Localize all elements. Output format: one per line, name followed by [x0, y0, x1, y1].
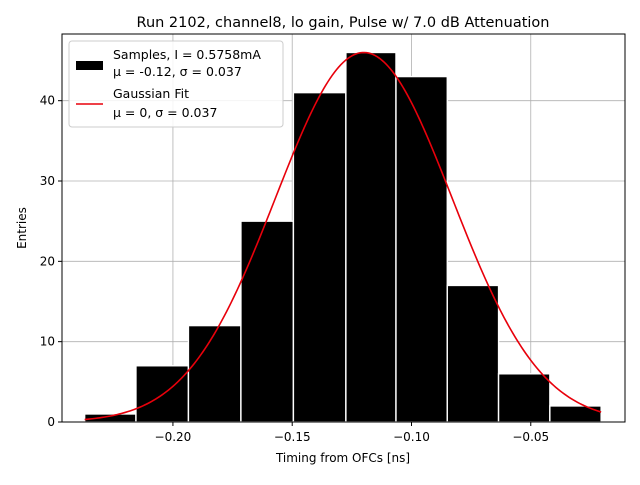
plot-frame	[61, 33, 626, 423]
x-axis-label: Timing from OFCs [ns]	[275, 451, 410, 465]
histogram-bar-7	[446, 284, 500, 423]
legend: Samples, I = 0.5758mA μ = -0.12, σ = 0.0…	[68, 40, 284, 128]
y-tick-label-3: 30	[40, 174, 55, 188]
gaussian-fit	[84, 51, 602, 421]
x-tick-label-1: −0.15	[274, 430, 311, 444]
histogram-bar-4	[292, 91, 347, 423]
legend-stats-samples: μ = -0.12, σ = 0.037	[113, 64, 242, 79]
y-tick-label-0: 0	[47, 415, 55, 429]
histogram-bar-6	[395, 75, 448, 423]
axis-ticks: −0.20 −0.15 −0.10 −0.05 0 10 20 30 40	[40, 94, 549, 444]
histogram-bar-5	[345, 51, 397, 423]
chart-title: Run 2102, channel8, lo gain, Pulse w/ 7.…	[137, 15, 550, 31]
legend-swatch-samples	[76, 61, 103, 70]
x-tick-label-3: −0.05	[512, 430, 549, 444]
y-axis-label: Entries	[15, 207, 29, 249]
legend-box	[68, 40, 284, 128]
gaussian-fit-curve	[84, 51, 602, 421]
histogram-bar-8	[497, 373, 551, 423]
histogram-bars	[83, 51, 602, 423]
x-tick-label-2: −0.10	[393, 430, 430, 444]
y-tick-label-4: 40	[40, 94, 55, 108]
legend-stats-fit: μ = 0, σ = 0.037	[113, 105, 217, 120]
histogram-bar-2	[187, 324, 242, 423]
histogram-bar-3	[240, 220, 295, 423]
legend-label-fit: Gaussian Fit	[113, 86, 189, 101]
legend-label-samples: Samples, I = 0.5758mA	[113, 47, 261, 62]
y-tick-label-1: 10	[40, 335, 55, 349]
x-tick-label-0: −0.20	[155, 430, 192, 444]
y-tick-label-2: 20	[40, 254, 55, 268]
histogram-bar-9	[549, 405, 602, 423]
